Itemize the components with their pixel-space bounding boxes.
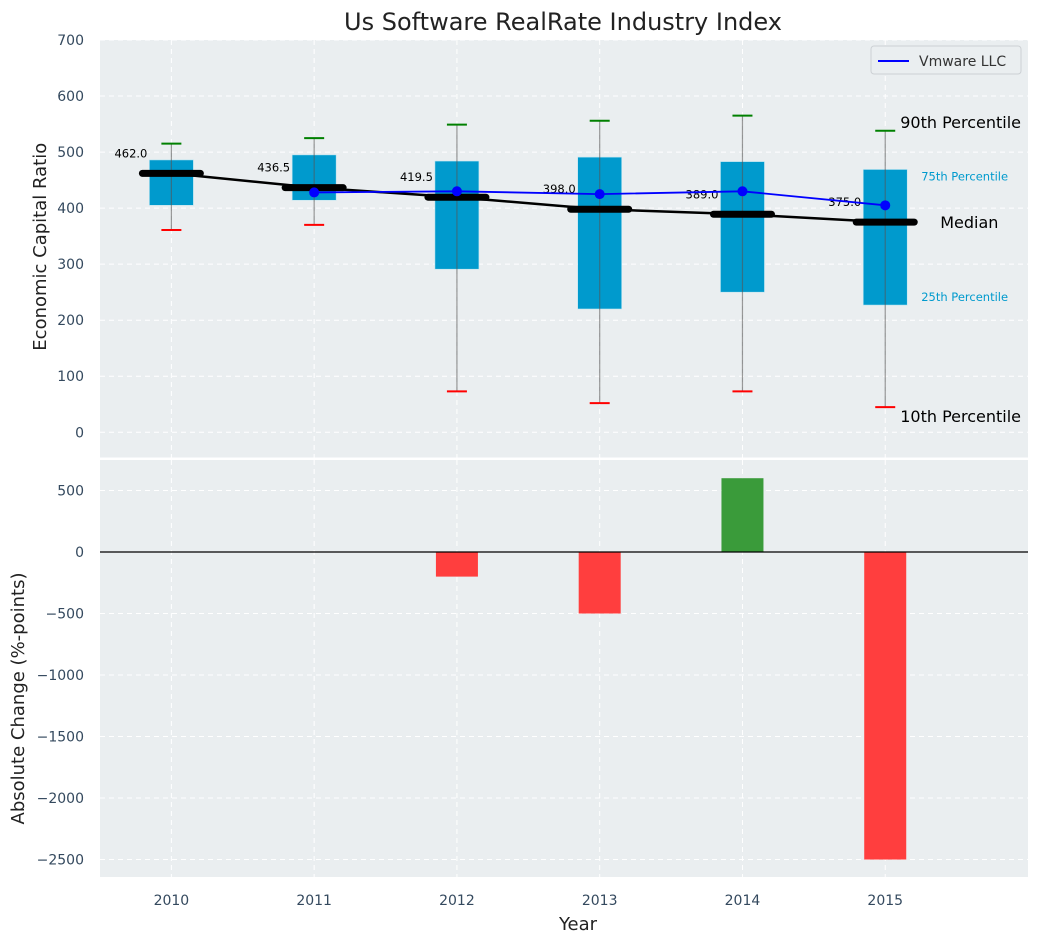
annotation-median: Median <box>940 213 998 232</box>
top-y-tick-label: 100 <box>57 369 84 385</box>
x-tick-label: 2010 <box>154 893 190 909</box>
top-y-tick-label: 700 <box>57 33 84 49</box>
x-tick-label: 2014 <box>725 893 761 909</box>
box-2010 <box>149 142 194 231</box>
legend-label: Vmware LLC <box>919 54 1006 70</box>
vmware-point <box>451 186 462 197</box>
legend: Vmware LLC <box>870 45 1022 75</box>
bar-2013 <box>578 552 621 614</box>
vmware-point <box>880 200 891 211</box>
x-tick-label: 2013 <box>582 893 618 909</box>
percentile-annotations: 90th Percentile 75th Percentile Median 25th… <box>900 113 1021 426</box>
median-value-label: 389.0 <box>686 187 719 201</box>
top-y-tick-label: 400 <box>57 201 84 217</box>
top-y-tick-label: 200 <box>57 313 84 329</box>
bottom-y-tick-label: −2000 <box>37 791 84 807</box>
bar-group <box>435 478 907 860</box>
bar-2012 <box>435 552 478 577</box>
box-2014 <box>720 114 765 393</box>
annotation-p90: 90th Percentile <box>900 113 1021 132</box>
annotation-p10: 10th Percentile <box>900 407 1021 426</box>
top-y-tick-label: 300 <box>57 257 84 273</box>
bottom-y-tick-label: −500 <box>46 607 84 623</box>
vmware-point <box>309 187 320 198</box>
x-tick-label: 2011 <box>296 893 332 909</box>
annotation-p25: 25th Percentile <box>921 290 1008 304</box>
bottom-y-ticks: 500 0 −500 −1000 −1500 −2000 −2500 <box>37 484 84 869</box>
top-y-ticks: 0 100 200 300 400 500 600 700 <box>57 33 84 441</box>
bar-2015 <box>864 552 907 860</box>
chart-title: Us Software RealRate Industry Index <box>344 8 782 36</box>
bar-2014 <box>721 478 764 553</box>
median-value-label: 462.0 <box>114 146 147 160</box>
bottom-y-tick-label: 0 <box>75 545 84 561</box>
vmware-point <box>594 189 605 200</box>
legend-box <box>870 45 1022 75</box>
bottom-y-tick-label: −1000 <box>37 668 84 684</box>
box-2012 <box>434 123 480 393</box>
vmware-point <box>737 186 748 197</box>
bottom-y-tick-label: −1500 <box>37 730 84 746</box>
x-ticks: 2010 2011 2012 2013 2014 2015 <box>154 893 903 909</box>
x-axis-label: Year <box>558 914 598 935</box>
top-y-axis-label: Economic Capital Ratio <box>30 143 51 351</box>
x-tick-label: 2015 <box>867 893 903 909</box>
x-tick-label: 2012 <box>439 893 475 909</box>
top-y-tick-label: 0 <box>75 425 84 441</box>
box-group <box>149 114 908 409</box>
median-value-label: 419.5 <box>400 170 433 184</box>
box-2015 <box>862 129 908 409</box>
box-2013 <box>577 119 622 405</box>
bottom-y-axis-label: Absolute Change (%-points) <box>8 573 29 825</box>
vmware-series <box>309 186 891 211</box>
bottom-y-tick-label: −2500 <box>37 853 84 869</box>
median-value-label: 436.5 <box>257 161 290 175</box>
bottom-y-tick-label: 500 <box>57 484 84 500</box>
top-y-tick-label: 600 <box>57 89 84 105</box>
top-y-tick-label: 500 <box>57 145 84 161</box>
bottom-grid <box>100 460 1028 877</box>
annotation-p75: 75th Percentile <box>921 169 1008 183</box>
